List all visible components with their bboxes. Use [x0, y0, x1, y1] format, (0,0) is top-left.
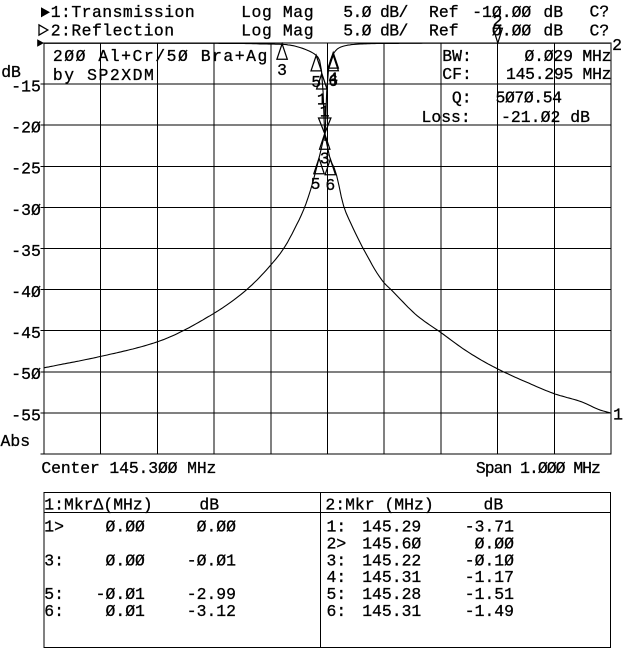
- svg-text:C?: C?: [590, 21, 610, 40]
- svg-text:145.31: 145.31: [362, 568, 421, 587]
- svg-text:dB: dB: [1, 63, 21, 82]
- svg-text:by SP2XDM: by SP2XDM: [53, 66, 154, 85]
- svg-text:3:: 3:: [327, 551, 347, 570]
- svg-text:2: 2: [493, 12, 503, 31]
- svg-text:Log Mag: Log Mag: [241, 21, 314, 40]
- svg-text:Q:: Q:: [452, 89, 472, 108]
- svg-text:-Ø.Ø1: -Ø.Ø1: [96, 585, 145, 604]
- svg-text:-35: -35: [11, 242, 41, 261]
- svg-text:5:: 5:: [327, 585, 347, 604]
- svg-text:-55: -55: [11, 406, 41, 425]
- svg-text:1>: 1>: [44, 518, 64, 537]
- svg-text:Span 1.ØØØ MHz: Span 1.ØØØ MHz: [476, 459, 601, 478]
- svg-text:-1Ø.ØØ: -1Ø.ØØ: [472, 3, 531, 22]
- svg-text:6:: 6:: [327, 602, 347, 621]
- svg-text:Ø.ØØ: Ø.ØØ: [197, 518, 237, 537]
- svg-text:145.22: 145.22: [362, 551, 421, 570]
- svg-text:dB: dB: [543, 21, 563, 40]
- svg-text:-21.Ø2 dB: -21.Ø2 dB: [501, 108, 590, 127]
- svg-text:BW:: BW:: [442, 47, 472, 66]
- svg-text:5: 5: [311, 73, 321, 92]
- svg-text:CF:: CF:: [442, 65, 472, 84]
- svg-text:Log Mag: Log Mag: [241, 3, 314, 22]
- svg-text:4:: 4:: [327, 568, 347, 587]
- svg-text:-4Ø: -4Ø: [11, 283, 41, 302]
- svg-text:Ø.ØØ: Ø.ØØ: [492, 21, 532, 40]
- svg-text:-Ø.1Ø: -Ø.1Ø: [465, 551, 514, 570]
- svg-text:-1.49: -1.49: [465, 602, 514, 621]
- svg-text:Ø.ØØ: Ø.ØØ: [106, 518, 146, 537]
- svg-text:-15: -15: [11, 78, 41, 97]
- svg-text:145.29: 145.29: [362, 518, 421, 537]
- svg-text:-3.71: -3.71: [465, 518, 514, 537]
- svg-text:5: 5: [311, 175, 321, 194]
- svg-text:6: 6: [328, 72, 338, 91]
- svg-text:3: 3: [320, 150, 330, 169]
- svg-text:Center 145.3ØØ MHz: Center 145.3ØØ MHz: [41, 459, 216, 478]
- svg-text:-1.51: -1.51: [465, 585, 514, 604]
- svg-text:3: 3: [277, 61, 287, 80]
- svg-text:-1.17: -1.17: [465, 568, 514, 587]
- svg-text:Ø.ØØ: Ø.ØØ: [475, 534, 515, 553]
- svg-text:1:MkrΔ(MHz): 1:MkrΔ(MHz): [44, 496, 152, 515]
- svg-text:dB: dB: [484, 496, 504, 515]
- svg-text:5.Ø dB/: 5.Ø dB/: [343, 3, 408, 22]
- svg-text:1: 1: [317, 91, 327, 110]
- svg-text:1: 1: [320, 103, 330, 122]
- svg-text:-3.12: -3.12: [187, 602, 236, 621]
- svg-text:1:Transmission: 1:Transmission: [51, 3, 195, 22]
- svg-text:2>: 2>: [327, 534, 347, 553]
- svg-text:1: 1: [613, 406, 623, 425]
- svg-text:Ref: Ref: [429, 3, 459, 22]
- svg-text:3:: 3:: [44, 551, 64, 570]
- svg-text:-3Ø: -3Ø: [11, 201, 41, 220]
- svg-text:Abs: Abs: [1, 432, 31, 451]
- svg-text:145.6Ø: 145.6Ø: [362, 534, 421, 553]
- svg-text:145.295 MHz: 145.295 MHz: [506, 65, 612, 84]
- svg-text:5:: 5:: [44, 585, 64, 604]
- svg-text:C?: C?: [590, 3, 610, 22]
- svg-text:Loss:: Loss:: [422, 108, 471, 127]
- svg-text:dB: dB: [199, 496, 219, 515]
- svg-text:Ø.Ø1: Ø.Ø1: [106, 602, 146, 621]
- svg-text:6: 6: [325, 176, 335, 195]
- svg-text:2:Reflection: 2:Reflection: [51, 21, 174, 40]
- svg-text:2ØØ Al+Cr/5Ø Bra+Ag: 2ØØ Al+Cr/5Ø Bra+Ag: [53, 47, 268, 66]
- svg-text:5.Ø dB/: 5.Ø dB/: [343, 21, 408, 40]
- svg-text:-2.99: -2.99: [187, 585, 236, 604]
- svg-text:2:Mkr (MHz): 2:Mkr (MHz): [325, 496, 433, 515]
- svg-text:145.28: 145.28: [362, 585, 421, 604]
- svg-text:6:: 6:: [44, 602, 64, 621]
- svg-text:2: 2: [612, 36, 622, 55]
- svg-text:-45: -45: [11, 324, 41, 343]
- svg-text:Ø.ØØ: Ø.ØØ: [106, 551, 146, 570]
- svg-text:Ø.Ø29 MHz: Ø.Ø29 MHz: [525, 47, 612, 66]
- svg-text:Ref: Ref: [429, 21, 459, 40]
- svg-text:dB: dB: [543, 3, 563, 22]
- svg-text:5Ø7Ø.54: 5Ø7Ø.54: [496, 89, 563, 108]
- svg-text:145.31: 145.31: [362, 602, 421, 621]
- svg-text:-2Ø: -2Ø: [11, 119, 41, 138]
- svg-text:-Ø.Ø1: -Ø.Ø1: [187, 551, 236, 570]
- svg-text:-25: -25: [11, 160, 41, 179]
- svg-text:1:: 1:: [327, 518, 347, 537]
- svg-text:-5Ø: -5Ø: [11, 365, 41, 384]
- svg-text:4: 4: [328, 70, 338, 89]
